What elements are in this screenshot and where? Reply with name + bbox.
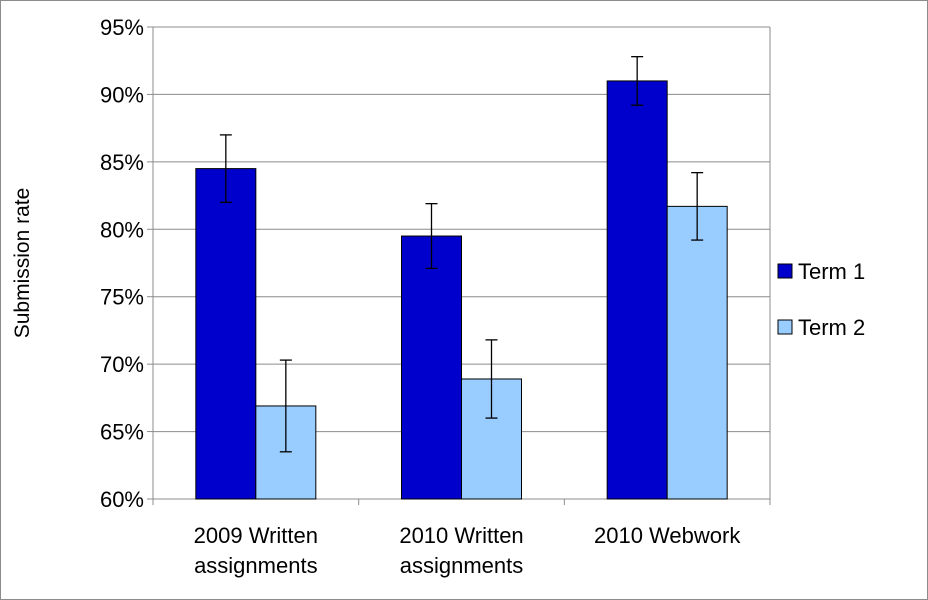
y-tick-label: 70% <box>100 352 144 377</box>
legend-swatch <box>777 319 793 335</box>
x-category-label: 2009 Written <box>194 523 318 548</box>
legend-swatch <box>777 263 793 279</box>
bar-term-1 <box>195 168 257 500</box>
y-tick-label: 80% <box>100 217 144 242</box>
y-tick-label: 65% <box>100 420 144 445</box>
bar-term-1 <box>606 80 668 500</box>
x-category-label: 2010 Written <box>399 523 523 548</box>
y-tick-label: 90% <box>100 82 144 107</box>
legend-label: Term 1 <box>798 259 865 284</box>
bar-term-1 <box>401 235 462 500</box>
y-axis-title: Submission rate <box>11 188 34 339</box>
x-category-label: assignments <box>400 553 524 578</box>
legend-label: Term 2 <box>798 315 865 340</box>
y-tick-label: 85% <box>100 150 144 175</box>
y-tick-label: 60% <box>100 487 144 512</box>
x-category-label: assignments <box>194 553 318 578</box>
y-tick-label: 95% <box>100 15 144 40</box>
bar-term-2 <box>666 205 728 500</box>
y-tick-label: 75% <box>100 285 144 310</box>
x-category-label: 2010 Webwork <box>594 523 741 548</box>
